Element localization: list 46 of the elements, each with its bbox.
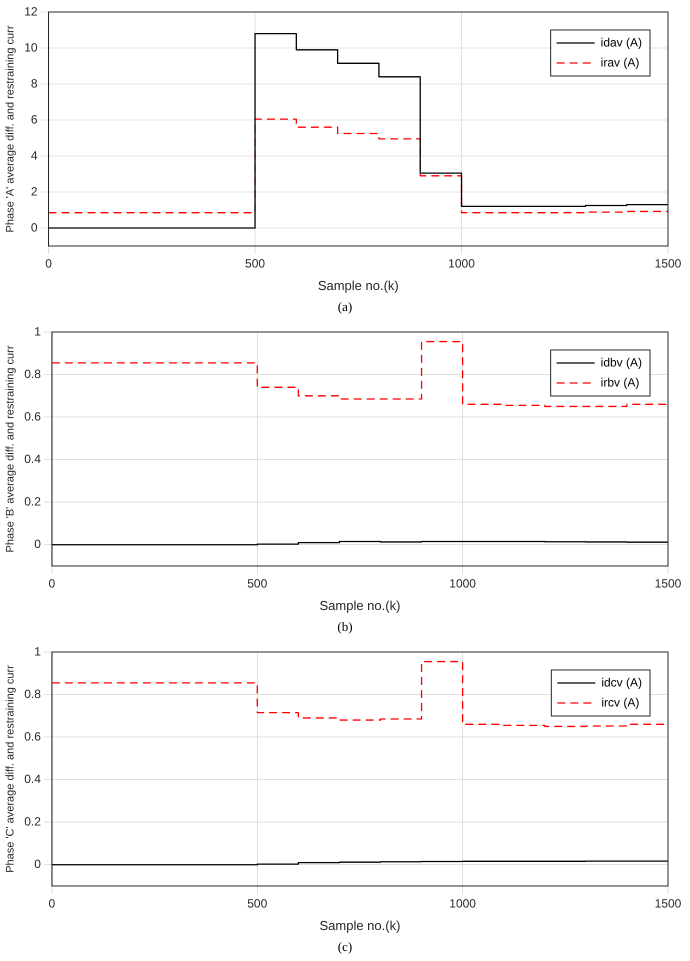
y-tick-label: 12 — [24, 4, 38, 18]
x-tick-label: 1500 — [654, 256, 682, 271]
x-tick-label: 0 — [45, 256, 52, 271]
x-tick-label: 500 — [245, 256, 266, 271]
y-tick-label: 1 — [34, 644, 42, 658]
y-axis-title: Phase 'B' average diff. and restraining curr — [4, 345, 17, 553]
y-tick-label: 0 — [30, 220, 38, 234]
y-tick-label: 6 — [30, 112, 38, 126]
x-tick-label: 1500 — [654, 896, 682, 911]
x-tick-label: 1000 — [448, 256, 476, 271]
y-tick-label: 0.6 — [24, 409, 42, 424]
legend-label: idav (A) — [600, 35, 642, 50]
x-tick-label: 1000 — [449, 576, 476, 591]
legend-label: idbv (A) — [600, 355, 642, 370]
x-tick-label: 0 — [48, 896, 56, 911]
x-tick-label: 1500 — [654, 576, 682, 591]
x-tick-label: 500 — [247, 576, 268, 591]
y-tick-label: 10 — [24, 40, 38, 54]
y-tick-label: 2 — [30, 184, 38, 198]
x-tick-label: 0 — [48, 576, 56, 591]
y-tick-label: 0.8 — [24, 686, 42, 701]
legend-label: irav (A) — [600, 55, 640, 70]
y-tick-label: 8 — [30, 76, 38, 90]
x-axis-title: Sample no.(k) — [319, 598, 400, 613]
y-tick-label: 0.4 — [24, 452, 42, 466]
y-tick-label: 0.2 — [24, 814, 42, 828]
legend-label: idcv (A) — [601, 675, 642, 690]
y-axis-title: Phase 'A' average diff. and restraining curr — [4, 25, 17, 233]
y-tick-label: 1 — [34, 324, 42, 338]
y-tick-label: 0.4 — [24, 772, 42, 786]
y-tick-label: 4 — [30, 148, 38, 162]
x-tick-label: 1000 — [449, 896, 476, 911]
y-axis-title: Phase 'C' average diff. and restraining curr — [4, 664, 17, 873]
y-tick-label: 0.6 — [24, 729, 42, 744]
x-axis-title: Sample no.(k) — [319, 918, 400, 933]
x-tick-label: 500 — [247, 896, 268, 911]
text: (c) — [336, 938, 354, 956]
legend-label: ircv (A) — [601, 695, 640, 710]
y-tick-label: 0 — [34, 857, 42, 872]
y-tick-label: 0 — [34, 537, 42, 552]
text: (b) — [336, 618, 354, 636]
x-axis-title: Sample no.(k) — [318, 278, 399, 293]
y-tick-label: 0.2 — [24, 494, 42, 508]
text: (a) — [336, 298, 354, 316]
legend-label: irbv (A) — [600, 375, 640, 390]
y-tick-label: 0.8 — [24, 366, 42, 381]
